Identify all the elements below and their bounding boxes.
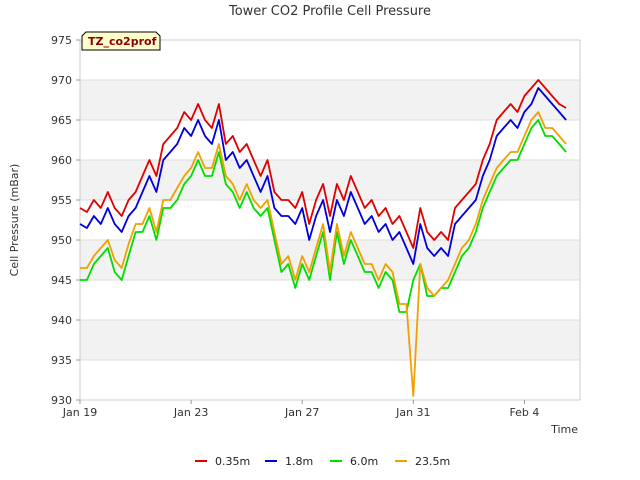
- y-tick-label: 965: [51, 114, 72, 127]
- x-tick-label: Jan 31: [395, 406, 430, 419]
- grid-band: [80, 80, 580, 120]
- y-tick-label: 955: [51, 194, 72, 207]
- legend: 0.35m 1.8m 6.0m 23.5m: [195, 455, 450, 468]
- series-line-1.8m: [79, 87, 567, 265]
- chart-title: Tower CO2 Profile Cell Pressure: [228, 4, 431, 19]
- series-lines: [79, 79, 567, 397]
- x-axis-title: Time: [550, 423, 578, 436]
- series-line-6.0m: [80, 119, 567, 313]
- legend-label: 0.35m: [215, 455, 250, 468]
- x-axis: Jan 19 Jan 23 Jan 27 Jan 31 Feb 4: [62, 400, 539, 419]
- plot-frame: [79, 39, 581, 401]
- y-tick-label: 975: [51, 34, 72, 47]
- site-tag-label: TZ_co2prof: [88, 35, 157, 48]
- site-tag: TZ_co2prof: [81, 31, 161, 51]
- site-tag-box: [81, 31, 161, 51]
- x-tick-label: Jan 19: [62, 406, 97, 419]
- y-tick-label: 945: [51, 274, 72, 287]
- y-axis: 930 935 940 945 950 955 960 965 970 975: [51, 34, 80, 407]
- legend-label: 23.5m: [415, 455, 450, 468]
- x-tick-label: Jan 27: [284, 406, 319, 419]
- y-tick-label: 935: [51, 354, 72, 367]
- plot-bands: [80, 80, 580, 360]
- y-axis-title: Cell Pressure (mBar): [8, 164, 21, 277]
- grid-band: [80, 240, 580, 280]
- y-tick-label: 930: [51, 394, 72, 407]
- grid-band: [80, 320, 580, 360]
- y-tick-label: 950: [51, 234, 72, 247]
- y-tick-label: 960: [51, 154, 72, 167]
- legend-label: 6.0m: [350, 455, 378, 468]
- legend-label: 1.8m: [285, 455, 313, 468]
- series-line-0.35m: [79, 79, 567, 249]
- x-tick-label: Feb 4: [509, 406, 539, 419]
- series-line-23.5m: [80, 111, 567, 397]
- y-tick-label: 970: [51, 74, 72, 87]
- y-tick-label: 940: [51, 314, 72, 327]
- x-tick-label: Jan 23: [173, 406, 208, 419]
